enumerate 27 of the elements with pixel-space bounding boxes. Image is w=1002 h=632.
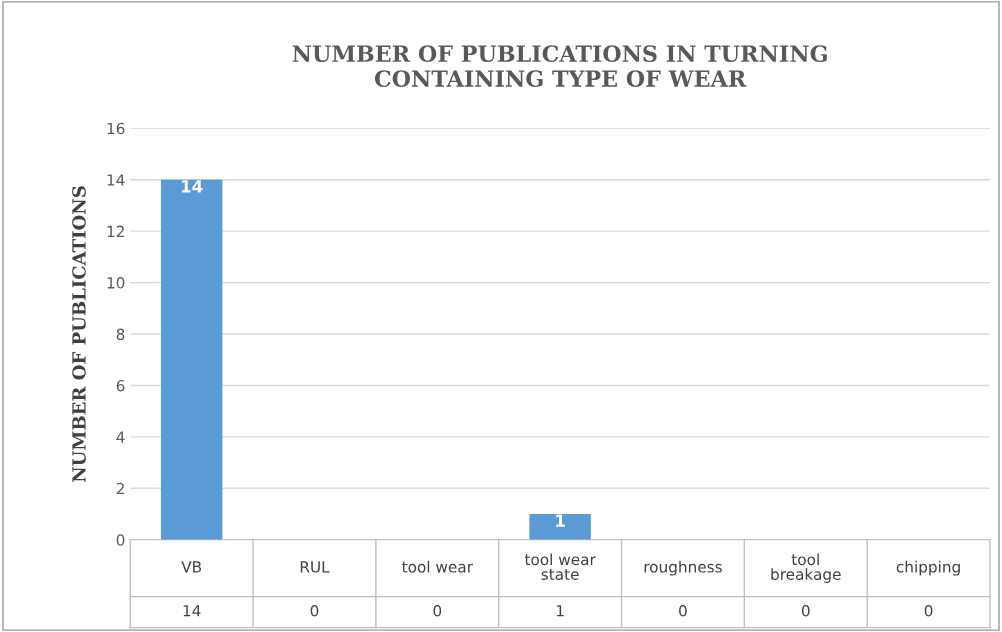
y-tick-label: 8 <box>116 328 125 341</box>
data-label: 0 <box>310 605 319 617</box>
y-tick-label: 6 <box>116 379 125 392</box>
data-label: 0 <box>433 605 442 617</box>
x-tick-label: roughness <box>644 560 722 576</box>
y-tick-label: 2 <box>116 482 124 495</box>
x-tick-label: tool wear state <box>524 553 596 581</box>
data-label: 14 <box>183 605 201 617</box>
x-tick-label: RUL <box>300 561 330 573</box>
data-label: 0 <box>924 605 933 617</box>
y-tick-label: 12 <box>107 225 124 237</box>
y-tick-label: 0 <box>116 534 125 546</box>
x-tick-label: tool wear <box>402 560 473 573</box>
data-label: 0 <box>801 605 810 617</box>
data-label: 0 <box>679 605 687 617</box>
y-tick-label: 14 <box>107 174 125 186</box>
y-axis-title: NUMBER OF PUBLICATIONS <box>72 186 86 483</box>
y-tick-label: 10 <box>107 277 125 289</box>
annotation: 1 <box>556 514 565 527</box>
y-tick-label: 16 <box>107 122 125 135</box>
chart-title: NUMBER OF PUBLICATIONS IN TURNING CONTAINING TYPE OF WEAR <box>292 45 827 87</box>
annotation: 14 <box>181 180 203 193</box>
x-tick-label: VB <box>181 561 202 573</box>
x-tick-label: chipping <box>896 560 960 576</box>
x-tick-label: tool breakage <box>771 553 841 583</box>
y-tick-label: 4 <box>116 431 125 443</box>
data-label: 1 <box>556 605 564 617</box>
